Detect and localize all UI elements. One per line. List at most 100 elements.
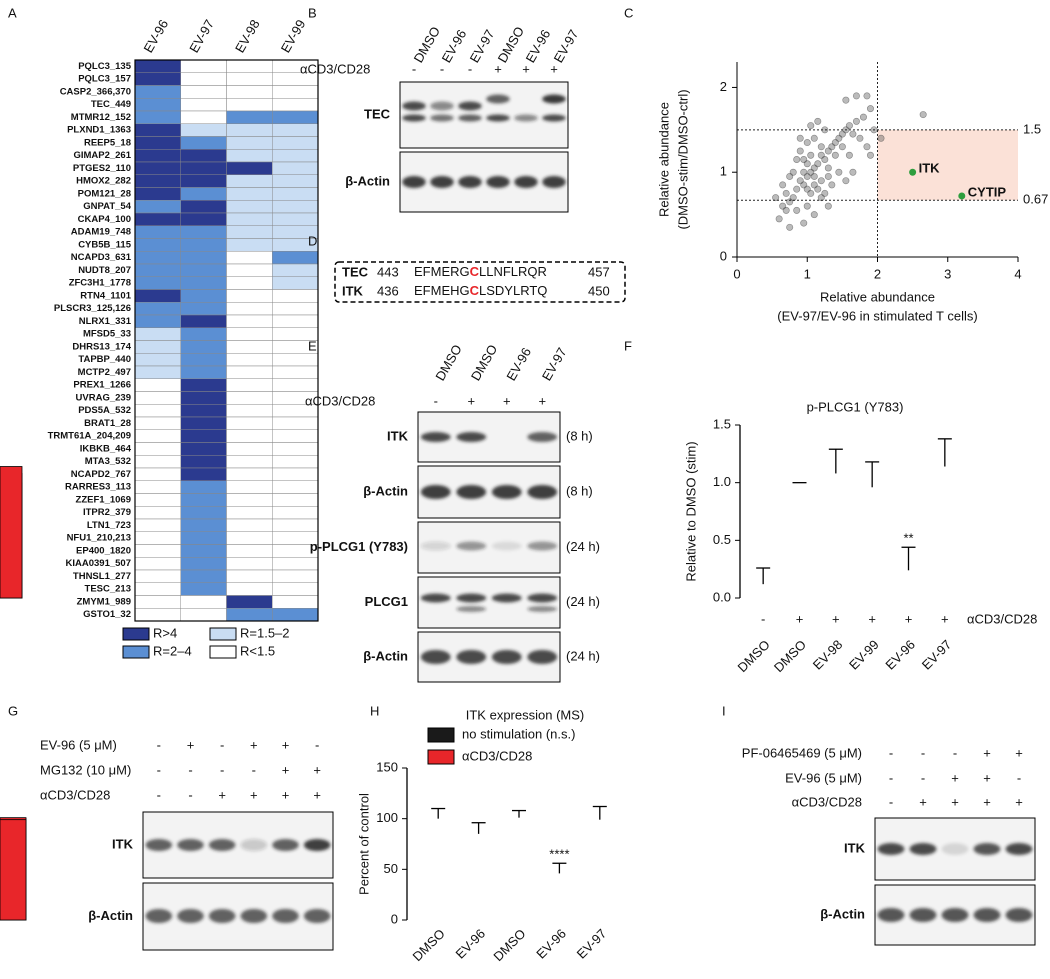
treatment-label: αCD3/CD28 <box>300 61 370 76</box>
blot-label: ITK <box>387 428 409 443</box>
heatmap-cell <box>226 557 273 571</box>
heatmap-cell <box>180 110 227 124</box>
row-label: PQLC3_157 <box>78 74 131 85</box>
row-label: MTMR12_152 <box>71 112 131 123</box>
heatmap-cell <box>180 212 227 226</box>
heatmap-cell <box>272 582 319 596</box>
y-tick-label: 0.0 <box>713 589 731 604</box>
heatmap-cell <box>180 378 227 392</box>
data-point <box>852 117 860 125</box>
row-label: GNPAT_54 <box>83 201 131 212</box>
treatment-sign: + <box>868 611 876 626</box>
heatmap-cell <box>226 608 273 622</box>
heatmap-cell <box>180 544 227 558</box>
blot-band <box>456 485 487 499</box>
significance: ** <box>903 531 913 546</box>
heatmap-cell <box>272 365 319 379</box>
heatmap-cell <box>134 467 181 481</box>
treatment-sign: - <box>434 393 438 408</box>
heatmap-cell <box>134 123 181 137</box>
residue-end: 457 <box>588 264 610 279</box>
heatmap-cell <box>272 455 319 469</box>
blot-background <box>142 882 334 951</box>
highlight-point <box>909 168 917 176</box>
heatmap-cell <box>180 531 227 545</box>
lane-label: DMSO <box>495 24 527 65</box>
blot-band <box>909 908 937 922</box>
heatmap-cell <box>180 391 227 405</box>
heatmap-cell <box>180 353 227 367</box>
heatmap-cell <box>134 480 181 494</box>
heatmap-cell <box>180 187 227 201</box>
heatmap-cell <box>134 149 181 163</box>
blot-label: ITK <box>112 836 134 851</box>
blot-label: ITK <box>844 840 866 855</box>
blot-band <box>420 485 451 499</box>
heatmap-cell <box>134 251 181 265</box>
row-label: PLSCR3_125,126 <box>54 303 131 314</box>
treatment-label: αCD3/CD28 <box>305 393 375 408</box>
heatmap-cell <box>180 161 227 175</box>
heatmap-cell <box>272 200 319 214</box>
blot-band <box>527 650 558 664</box>
data-point <box>793 206 801 214</box>
heatmap-cell <box>226 314 273 328</box>
blot-band <box>458 114 482 122</box>
data-point <box>849 168 857 176</box>
x-tick-label: DMSO <box>410 926 448 964</box>
heatmap-cell <box>180 289 227 303</box>
significance: **** <box>549 847 569 862</box>
legend-swatch <box>209 627 237 641</box>
data-point <box>800 156 808 164</box>
x-axis-label: Relative abundance <box>820 289 935 304</box>
blot-band <box>527 432 558 442</box>
chart-title: ITK expression (MS) <box>466 707 584 722</box>
heatmap-cell <box>272 493 319 507</box>
treatment-sign: + <box>1015 794 1023 809</box>
heatmap-cell <box>134 59 181 73</box>
heatmap-cell <box>226 442 273 456</box>
data-point <box>824 172 832 180</box>
treatment-sign: - <box>157 787 161 802</box>
blot-background <box>399 81 569 149</box>
heatmap-cell <box>226 98 273 112</box>
blot-band <box>527 541 558 551</box>
treatment-sign: - <box>220 762 224 777</box>
treatment-sign: + <box>941 611 949 626</box>
heatmap-cell <box>134 263 181 277</box>
heatmap-cell <box>134 569 181 583</box>
heatmap-cell <box>180 123 227 137</box>
data-point <box>800 168 808 176</box>
row-label: NLRX1_331 <box>79 316 132 327</box>
data-point <box>852 92 860 100</box>
blot-band <box>1005 843 1033 855</box>
y-tick-label: 0 <box>720 248 727 263</box>
bar <box>0 466 23 599</box>
blot-band <box>272 909 299 923</box>
heatmap-cell <box>180 455 227 469</box>
heatmap-cell <box>272 263 319 277</box>
lane-label: EV-96 <box>503 345 534 383</box>
row-label: NCAPD3_631 <box>71 252 132 263</box>
row-label: RTN4_1101 <box>80 290 131 301</box>
treatment-sign: + <box>282 762 290 777</box>
heatmap-cell <box>134 85 181 99</box>
y-tick-label: 2 <box>720 79 727 94</box>
treatment-sign: - <box>157 762 161 777</box>
data-point <box>824 164 832 172</box>
heatmap-cell <box>134 518 181 532</box>
legend-label: R=1.5–2 <box>240 625 290 640</box>
row-label: NCAPD2_767 <box>71 469 131 480</box>
blot-label: PLCG1 <box>365 594 408 609</box>
heatmap-cell <box>134 200 181 214</box>
row-label: NFU1_210,213 <box>67 533 131 544</box>
treatment-sign: - <box>1017 770 1021 785</box>
heatmap-cell <box>180 174 227 188</box>
heatmap-cell <box>226 110 273 124</box>
data-point <box>793 185 801 193</box>
heatmap-cell <box>180 327 227 341</box>
heatmap-cell <box>180 569 227 583</box>
treatment-sign: + <box>494 61 502 76</box>
heatmap-cell <box>180 276 227 290</box>
